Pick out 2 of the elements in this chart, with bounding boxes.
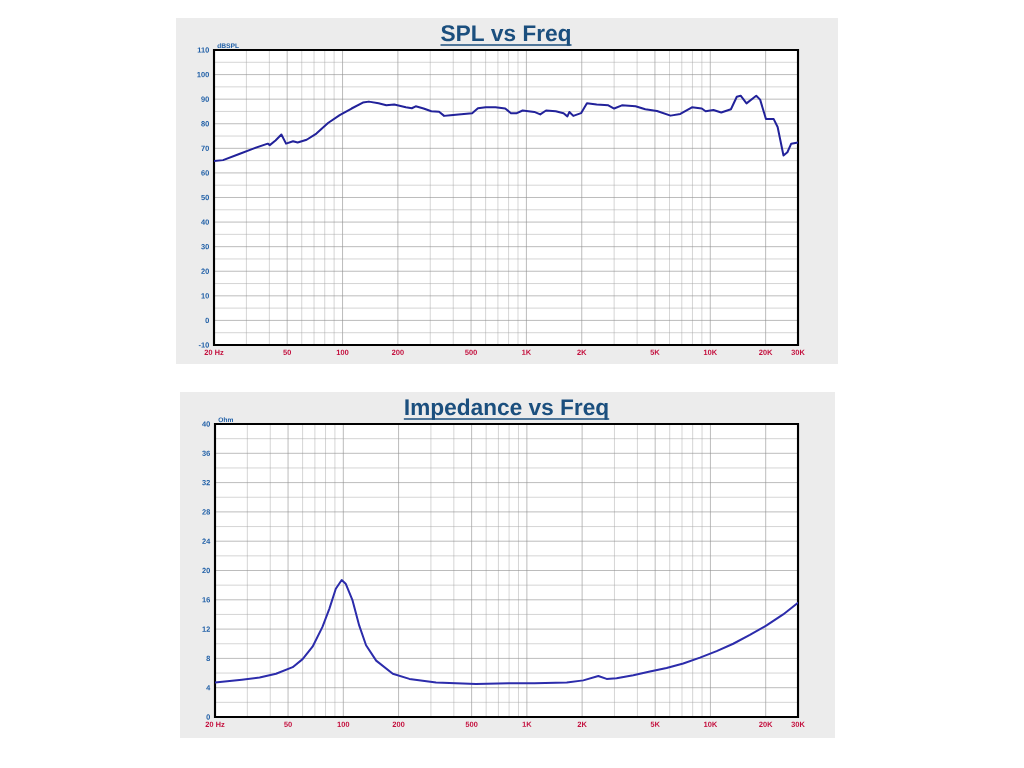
chart-title: Impedance vs Freq	[405, 398, 608, 420]
chart-title: SPL vs Freq	[441, 25, 570, 46]
